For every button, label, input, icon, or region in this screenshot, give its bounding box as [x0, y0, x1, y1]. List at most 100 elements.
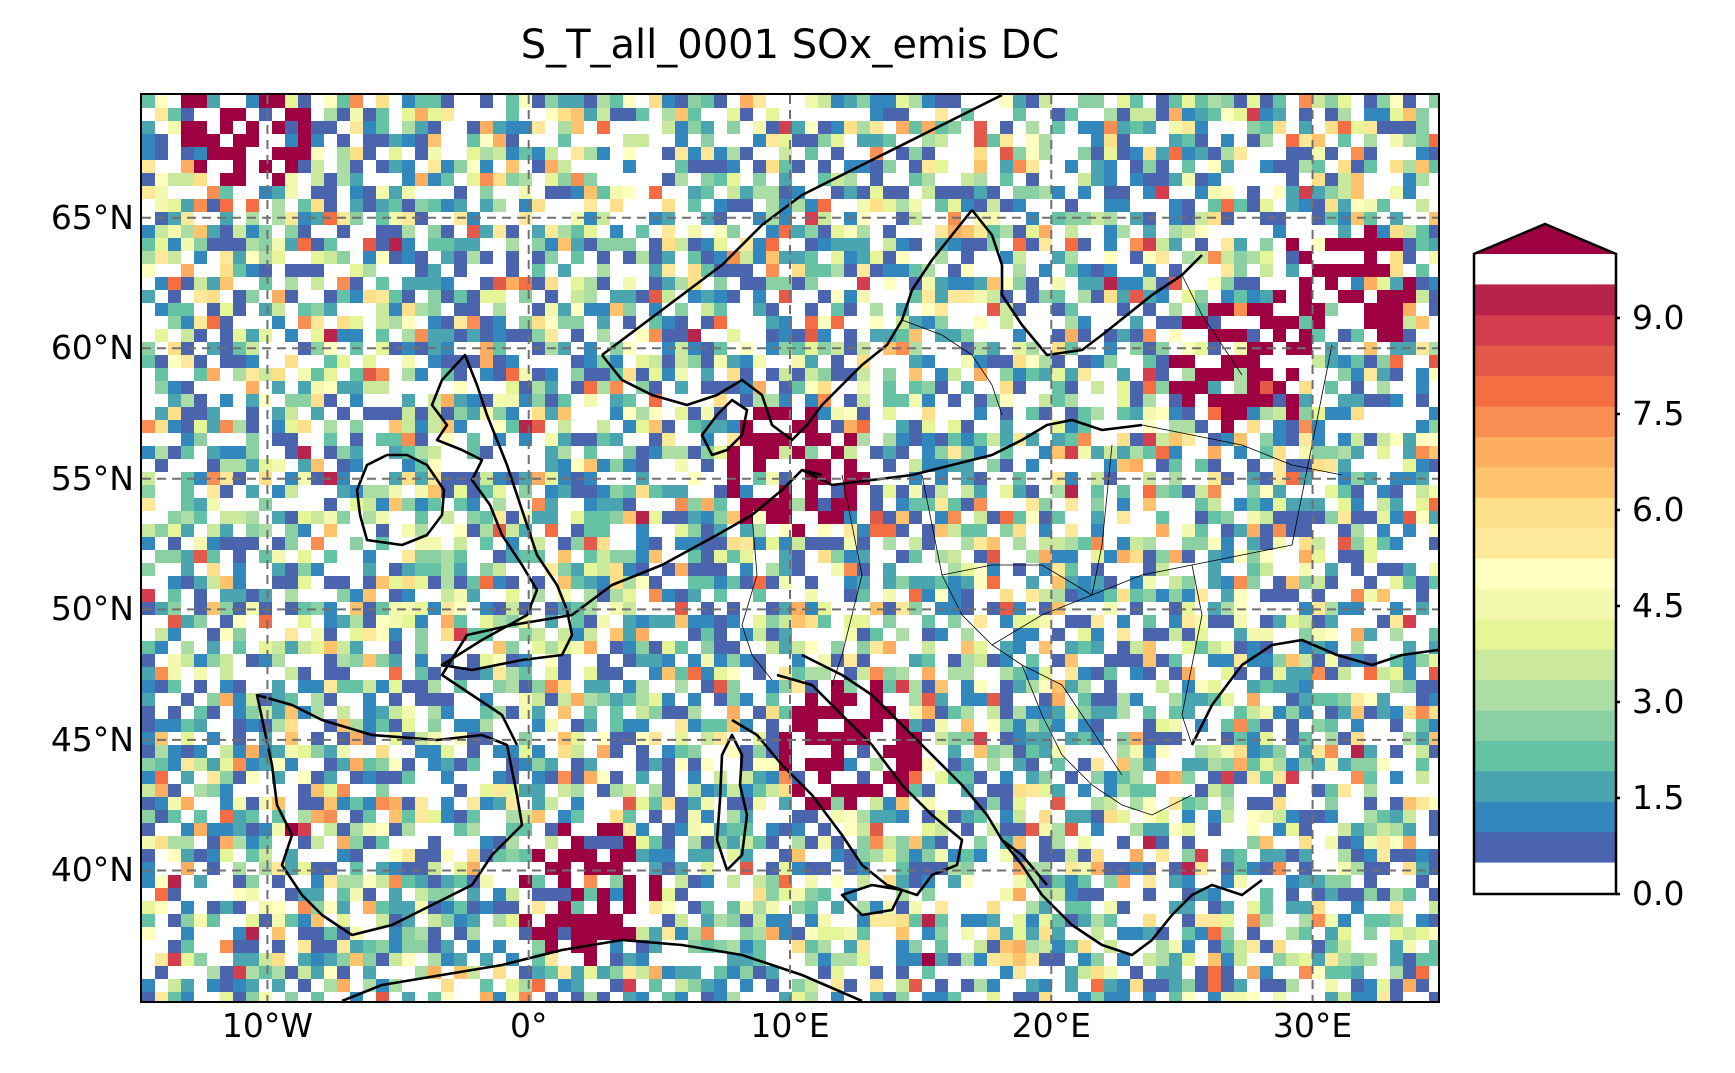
emission-cell [350, 758, 363, 771]
emission-cell [415, 511, 428, 524]
emission-cell [948, 121, 961, 134]
emission-cell [155, 953, 168, 966]
emission-cell [1065, 368, 1078, 381]
emission-cell [480, 290, 493, 303]
emission-cell [805, 277, 818, 290]
emission-cell [623, 888, 636, 901]
emission-cell [831, 732, 844, 745]
emission-cell [649, 875, 662, 888]
emission-cell [142, 901, 155, 914]
emission-cell [1221, 199, 1234, 212]
emission-cell [1026, 927, 1039, 940]
emission-cell [1273, 615, 1286, 628]
emission-cell [285, 732, 298, 745]
emission-cell [727, 199, 740, 212]
emission-cell [987, 758, 1000, 771]
emission-cell [961, 862, 974, 875]
emission-cell [350, 680, 363, 693]
emission-cell [311, 459, 324, 472]
emission-cell [1052, 251, 1065, 264]
emission-cell [415, 628, 428, 641]
emission-cell [363, 589, 376, 602]
emission-cell [1117, 615, 1130, 628]
emission-cell [571, 576, 584, 589]
emission-cell [766, 316, 779, 329]
emission-cell [532, 199, 545, 212]
emission-cell [584, 186, 597, 199]
emission-cell [155, 446, 168, 459]
emission-cell [623, 550, 636, 563]
emission-cell [558, 186, 571, 199]
emission-cell [753, 160, 766, 173]
emission-cell [857, 264, 870, 277]
emission-cell [818, 823, 831, 836]
map-panel[interactable] [140, 93, 1440, 1003]
emission-cell [1117, 329, 1130, 342]
emission-cell [1078, 693, 1091, 706]
emission-cell [740, 524, 753, 537]
emission-cell [675, 615, 688, 628]
emission-cell [1247, 810, 1260, 823]
emission-cell [597, 771, 610, 784]
emission-cell [1338, 706, 1351, 719]
emission-cell [194, 199, 207, 212]
emission-cell [1234, 381, 1247, 394]
emission-cell [337, 407, 350, 420]
emission-cell [571, 511, 584, 524]
emission-cell [922, 173, 935, 186]
emission-cell [506, 992, 519, 1001]
emission-cell [1338, 693, 1351, 706]
emission-cell [831, 745, 844, 758]
emission-cell [1351, 953, 1364, 966]
emission-cell [909, 147, 922, 160]
emission-cell [857, 134, 870, 147]
emission-cell [220, 784, 233, 797]
emission-cell [532, 121, 545, 134]
emission-cell [532, 706, 545, 719]
emission-cell [935, 368, 948, 381]
emission-cell [1026, 95, 1039, 108]
emission-cell [571, 524, 584, 537]
emission-cell [584, 225, 597, 238]
emission-cell [506, 108, 519, 121]
emission-cell [935, 225, 948, 238]
emission-cell [441, 875, 454, 888]
emission-cell [1117, 784, 1130, 797]
emission-cell [220, 979, 233, 992]
emission-cell [740, 264, 753, 277]
emission-cell [1065, 251, 1078, 264]
emission-cell [1338, 368, 1351, 381]
emission-cell [571, 836, 584, 849]
emission-cell [298, 836, 311, 849]
coastline-denmark [700, 398, 749, 457]
emission-cell [311, 394, 324, 407]
emission-cell [753, 251, 766, 264]
emission-cell [1156, 160, 1169, 173]
emission-cell [935, 277, 948, 290]
emission-cell [194, 719, 207, 732]
emission-cell [428, 225, 441, 238]
emission-cell [1351, 186, 1364, 199]
emission-cell [493, 121, 506, 134]
emission-cell [285, 173, 298, 186]
emission-cell [1325, 511, 1338, 524]
emission-cell [285, 758, 298, 771]
emission-cell [1065, 563, 1078, 576]
emission-cell [558, 316, 571, 329]
emission-cell [1312, 303, 1325, 316]
emission-cell [363, 615, 376, 628]
emission-cell [246, 745, 259, 758]
emission-cell [1052, 888, 1065, 901]
emission-cell [1117, 394, 1130, 407]
emission-cell [194, 329, 207, 342]
emission-cell [1052, 628, 1065, 641]
emission-cell [311, 303, 324, 316]
emission-cell [909, 264, 922, 277]
emission-cell [1260, 95, 1273, 108]
emission-cell [363, 550, 376, 563]
emission-cell [155, 901, 168, 914]
emission-cell [1026, 290, 1039, 303]
emission-cell [818, 953, 831, 966]
emission-cell [1273, 979, 1286, 992]
emission-cell [1247, 485, 1260, 498]
